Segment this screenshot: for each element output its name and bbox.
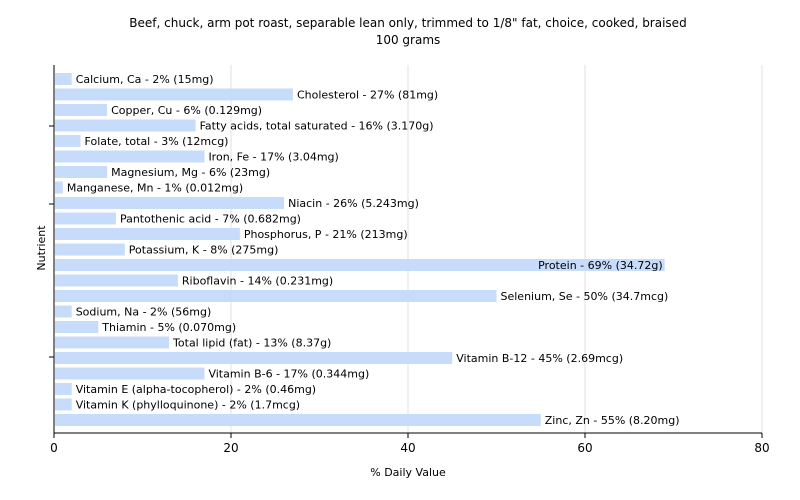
bar-label-1: Cholesterol - 27% (81mg) (297, 89, 438, 102)
bar-pantothenic-acid (55, 212, 116, 225)
bar-potassium-k (55, 243, 125, 256)
bar-sodium-na (55, 305, 72, 318)
x-tick-label-80: 80 (754, 441, 769, 455)
bar-copper-cu (55, 104, 108, 116)
bar-label-18: Vitamin B-12 - 45% (2.69mcg) (456, 352, 623, 365)
x-tick-label-0: 0 (50, 441, 58, 455)
bar-label-12: Protein - 69% (34.72g) (538, 259, 663, 272)
bar-manganese-mn (55, 181, 63, 194)
bar-iron-fe (55, 150, 205, 163)
x-axis-label: % Daily Value (370, 466, 446, 479)
bar-cholesterol (55, 88, 293, 101)
bar-label-8: Niacin - 26% (5.243mg) (288, 197, 419, 210)
bar-thiamin (55, 321, 99, 333)
bar-label-11: Potassium, K - 8% (275mg) (129, 244, 279, 257)
chart-title: Beef, chuck, arm pot roast, separable le… (129, 16, 686, 30)
bar-label-6: Magnesium, Mg - 6% (23mg) (111, 166, 270, 179)
x-tick-label-20: 20 (223, 441, 238, 455)
bar-magnesium-mg (55, 166, 108, 178)
x-tick-label-60: 60 (577, 441, 592, 455)
bar-zinc-zn (55, 414, 541, 426)
bar-vitamin-e-alpha-tocopherol (55, 383, 72, 395)
axis-layer: 0 20 40 60 80 (49, 65, 770, 455)
bar-label-14: Selenium, Se - 50% (34.7mcg) (501, 290, 669, 303)
bar-label-22: Zinc, Zn - 55% (8.20mg) (545, 414, 680, 427)
bar-label-3: Fatty acids, total saturated - 16% (3.17… (200, 120, 434, 133)
bar-vitamin-b-6 (55, 367, 205, 380)
bar-phosphorus-p (55, 228, 240, 240)
bar-label-13: Riboflavin - 14% (0.231mg) (182, 275, 333, 288)
bar-calcium-ca (55, 73, 72, 85)
bar-label-4: Folate, total - 3% (12mcg) (85, 135, 229, 148)
bar-label-15: Sodium, Na - 2% (56mg) (76, 306, 212, 319)
chart-subtitle: 100 grams (376, 33, 441, 47)
bar-label-16: Thiamin - 5% (0.070mg) (101, 321, 236, 334)
bar-fatty-acids-total-saturated (55, 119, 196, 132)
bar-label-5: Iron, Fe - 17% (3.04mg) (208, 151, 338, 164)
grid-layer (230, 65, 763, 433)
x-tick-label-40: 40 (400, 441, 415, 455)
bar-label-9: Pantothenic acid - 7% (0.682mg) (120, 213, 301, 226)
y-axis-label: Nutrient (35, 225, 48, 271)
bar-label-17: Total lipid (fat) - 13% (8.37g) (172, 337, 331, 350)
bars-layer: Calcium, Ca - 2% (15mg) Cholesterol - 27%… (55, 73, 680, 427)
bar-riboflavin (55, 274, 178, 287)
bar-vitamin-b-12 (55, 352, 453, 364)
bar-niacin (55, 197, 285, 209)
bar-label-19: Vitamin B-6 - 17% (0.344mg) (208, 368, 369, 381)
bar-label-10: Phosphorus, P - 21% (213mg) (244, 228, 408, 241)
bar-protein (55, 259, 665, 271)
bar-selenium-se (55, 290, 497, 302)
bar-total-lipid-fat (55, 336, 170, 349)
bar-label-0: Calcium, Ca - 2% (15mg) (76, 73, 214, 86)
bar-label-21: Vitamin K (phylloquinone) - 2% (1.7mcg) (76, 399, 300, 412)
bar-label-2: Copper, Cu - 6% (0.129mg) (111, 104, 262, 117)
bar-folate-total (55, 135, 81, 147)
bar-label-7: Manganese, Mn - 1% (0.012mg) (67, 182, 243, 195)
bar-label-20: Vitamin E (alpha-tocopherol) - 2% (0.46m… (76, 383, 316, 396)
bar-vitamin-k-phylloquinone (55, 398, 72, 411)
